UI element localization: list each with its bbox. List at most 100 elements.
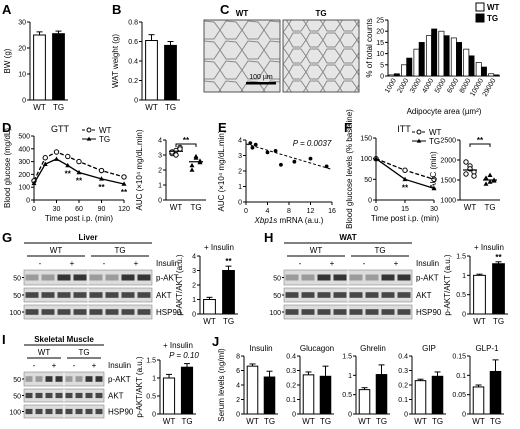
bar-tg [222,270,235,315]
x-tick-label: TG [484,203,495,212]
bar-wt [450,37,457,77]
bar-wt [145,40,158,101]
blot-band [397,309,411,315]
insulin-sign: + [134,259,139,268]
y-tick-label: 0.4 [398,354,408,361]
mw-marker: 100 [269,310,281,317]
y-tick-label: 0 [462,412,466,419]
blot-band [45,376,53,382]
blot-band [285,274,299,281]
bar-wt [358,389,371,415]
blot-band [349,274,363,281]
x-tick-label: 15 [401,206,409,213]
insulin-label: Insulin [108,361,131,370]
x-tick-label: 0 [374,206,378,213]
y-tick-label: 1 [348,373,352,380]
bar-wt [438,30,445,77]
y-tick-label: 20 [376,29,384,36]
blot-band [55,376,63,382]
blot-band [301,292,315,298]
data-point-wt [402,167,408,173]
y-tick-label: 15 [376,40,384,47]
y-tick-label: 25 [376,18,384,25]
legend-label: TG [99,135,110,144]
significance-bracket [175,143,197,147]
bar-tg [164,44,177,101]
bar-chart-B: 0 0.2 0.4 0.6 0.8 WAT weight (g) WT TG B [111,2,180,112]
y-axis-label: Blood glucose levels (% baseline) [345,109,354,229]
blot-band [137,274,151,281]
panel-label: I [2,332,6,347]
bar-wt [413,48,420,77]
x-tick-label: WT [145,103,158,112]
y-axis-label: p-AKT/AKT (a.u.) [175,254,184,316]
blot-band [85,376,93,382]
row-label-akt: AKT [416,291,432,300]
blot-band [365,292,379,298]
chart-title: GLP-1 [475,344,499,353]
y-tick-label: 1 [462,273,466,280]
blot-band [85,392,93,399]
blot-band [25,309,39,315]
blot-band [381,309,395,315]
blot-band [89,292,103,298]
data-point-tg [483,175,489,180]
panel-label: E [218,120,227,135]
data-point [273,148,278,153]
y-axis-label: p-AKT/AKT (a.u.) [443,254,452,316]
bar-wt [488,73,495,77]
insulin-sign: - [73,361,76,370]
x-tick-label: WT [163,417,176,426]
x-tick-label: 0 [32,206,36,213]
y-tick-label: 1.5 [146,358,156,365]
bar-tg [180,366,194,415]
y-tick-label: 2 [236,397,240,404]
y-tick-label: 0.5 [456,292,466,299]
blot-band [57,274,71,281]
x-tick-label: 0 [244,208,248,215]
y-tick-label: 0.5 [342,392,352,399]
blot-band [105,292,119,298]
insulin-label: Insulin [416,259,439,268]
row-label-p-akt: p-AKT [108,375,131,384]
y-tick-label: 300 [18,159,30,166]
y-tick-label: 20 [18,46,26,53]
y-tick-label: 1000 [440,198,456,205]
y-tick-label: 0.4 [286,354,296,361]
data-point-wt [173,152,179,158]
data-point-wt [98,167,105,174]
bar-chart-J5: 0 0.05 0.1 0.15 WT TG GLP-1 [452,344,504,426]
chart-title: ITT [397,124,411,134]
panel-label: G [2,230,12,245]
bar-wt [33,34,46,101]
bar-wt [162,377,176,415]
blot-band [105,309,119,315]
blot-band [25,392,33,399]
row-label-akt: AKT [108,392,124,401]
significance-mark: ** [98,183,105,192]
x-tick-label: WT [358,417,371,426]
legend-swatch [475,2,485,12]
bar-chart-J4: 0 0.1 0.2 0.3 0.4 WT TG GIP [398,344,446,426]
y-axis-label: Serum levels (ng/ml) [217,348,226,422]
y-tick-label: 3 [192,268,196,275]
y-tick-label: 0 [152,412,156,419]
bar-tg [393,73,400,77]
blot-group-label: WT [310,246,323,255]
bar-tg [431,28,438,77]
chart-title: GTT [51,124,69,134]
y-tick-label: 0 [158,198,162,205]
blot-title: Skeletal Muscle [34,335,94,344]
mw-marker: 50 [13,293,21,300]
y-tick-label: 0.1 [456,373,466,380]
data-point-tg [402,176,408,182]
mw-marker: 50 [13,276,21,283]
insulin-sign: + [394,259,399,268]
bar-wt [388,74,395,77]
blot-band [301,274,315,281]
blot-group-label: WT [50,246,63,255]
y-axis-label: AUC (×10⁴ mg/dL.min) [135,129,144,210]
